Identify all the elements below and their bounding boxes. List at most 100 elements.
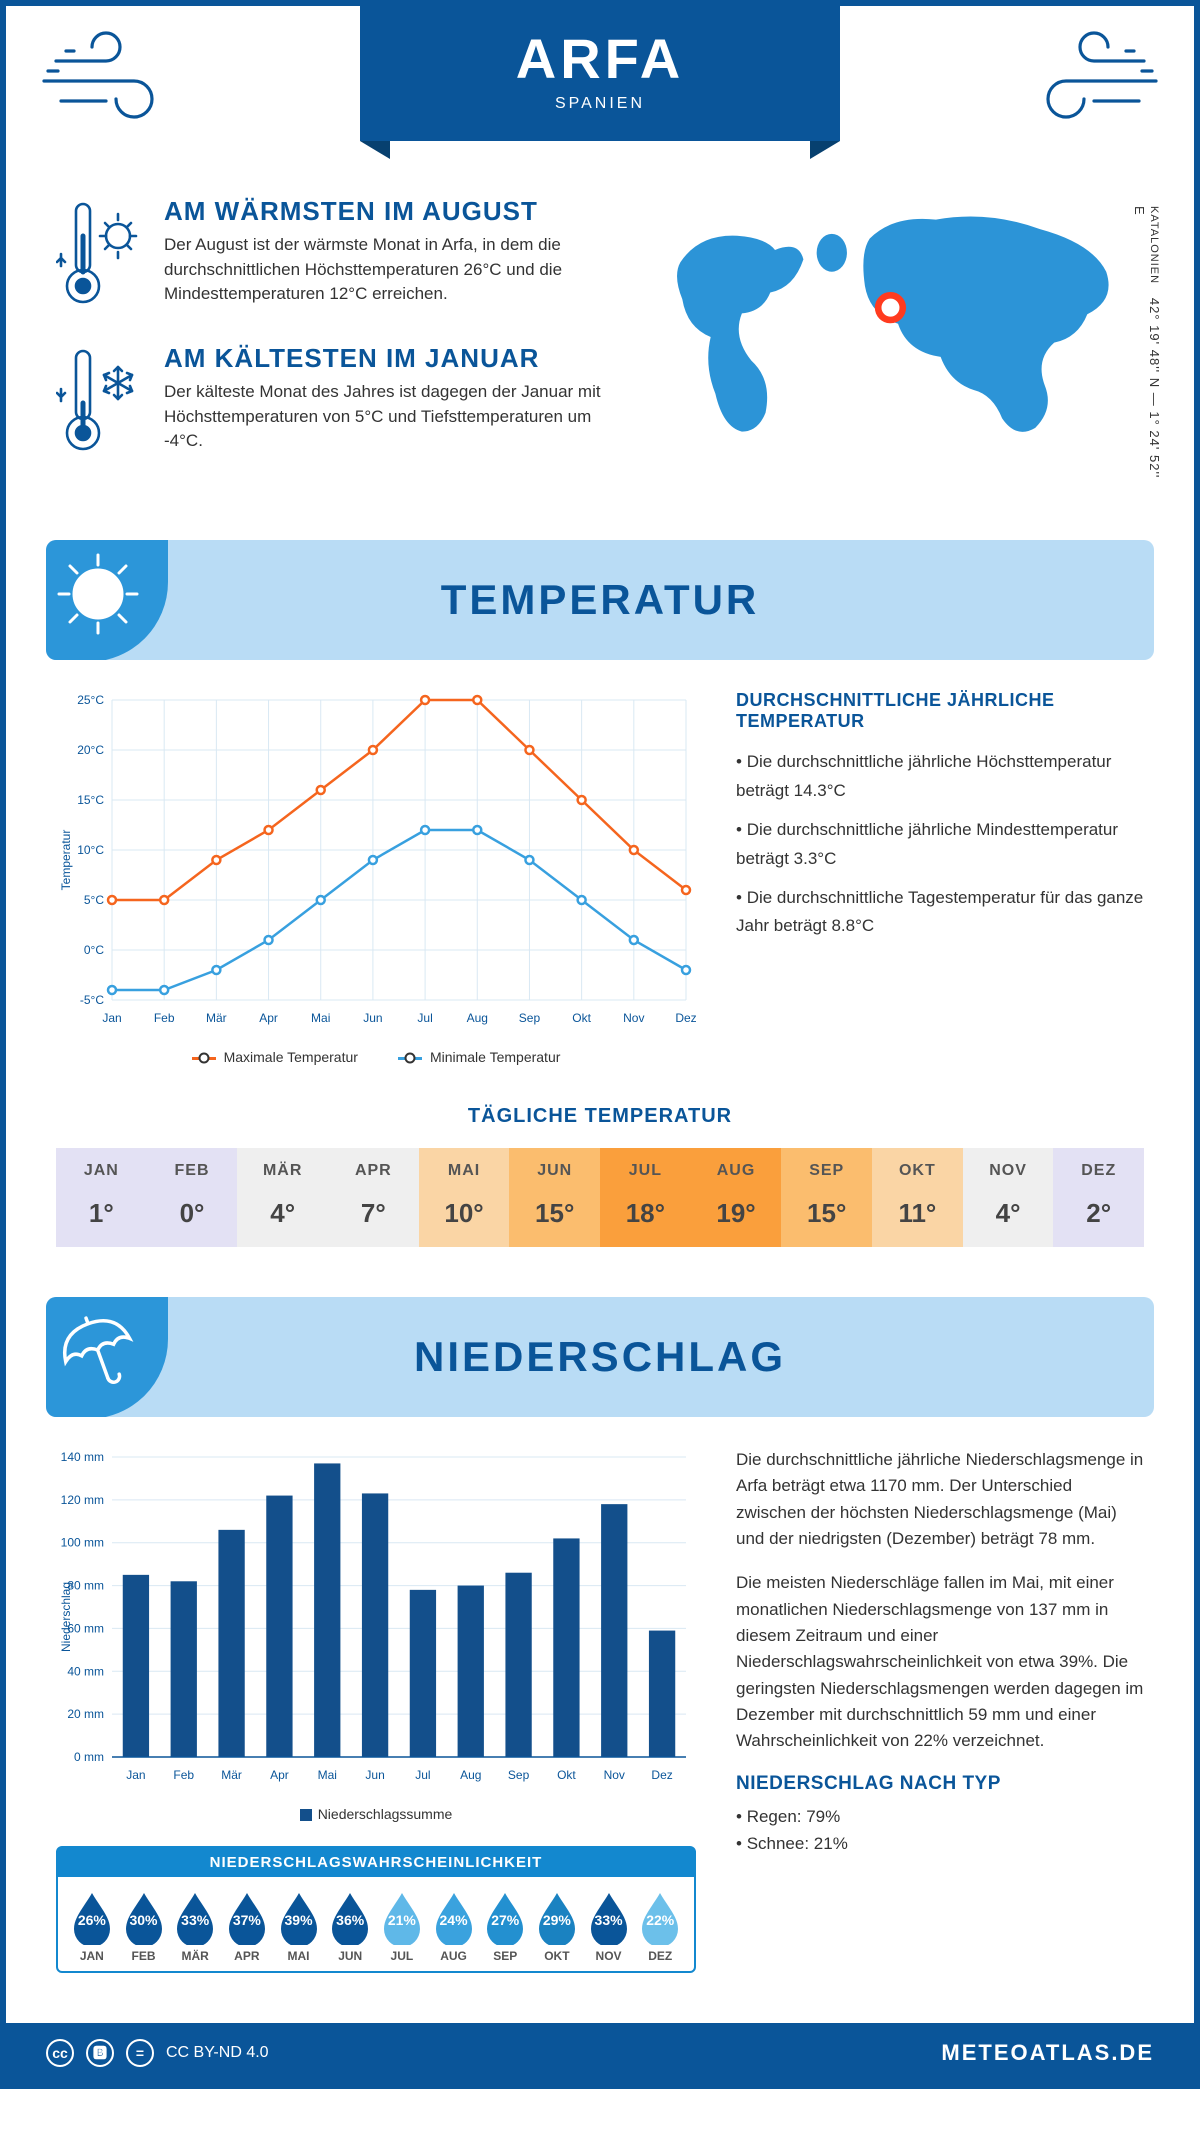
daily-cell: MAI 10° xyxy=(419,1148,510,1247)
svg-text:Feb: Feb xyxy=(173,1768,194,1782)
drop-icon: 33% xyxy=(173,1889,217,1945)
svg-text:Dez: Dez xyxy=(675,1011,696,1025)
temp-value: 10° xyxy=(419,1198,510,1229)
svg-text:Apr: Apr xyxy=(270,1768,289,1782)
daily-cell: DEZ2° xyxy=(1053,1148,1144,1247)
section-header-precip: NIEDERSCHLAG xyxy=(46,1297,1154,1417)
section-title: TEMPERATUR xyxy=(46,576,1154,624)
svg-text:Nov: Nov xyxy=(623,1011,644,1025)
facts-col: AM WÄRMSTEN IM AUGUST Der August ist der… xyxy=(56,196,622,490)
daily-cell: FEB0° xyxy=(147,1148,238,1247)
svg-text:Mär: Mär xyxy=(206,1011,227,1025)
fact-title: AM WÄRMSTEN IM AUGUST xyxy=(164,196,622,227)
svg-text:Feb: Feb xyxy=(154,1011,175,1025)
probability-cell: 22% DEZ xyxy=(634,1889,686,1963)
info-bullet: Die durchschnittliche jährliche Höchstte… xyxy=(736,748,1144,806)
thermometer-sun-icon xyxy=(56,196,146,321)
temperature-content: -5°C0°C5°C10°C15°C20°C25°CJanFebMärAprMa… xyxy=(6,660,1194,1277)
probability-cell: 30%FEB xyxy=(118,1889,170,1963)
month-label: MAI xyxy=(273,1949,325,1963)
svg-text:15°C: 15°C xyxy=(77,793,104,807)
month-label: JUN xyxy=(324,1949,376,1963)
coord-lat: 42° 19' 48'' N xyxy=(1147,298,1162,388)
footer: cc 🅱 = CC BY-ND 4.0 METEOATLAS.DE xyxy=(6,2023,1194,2083)
fact-warm: AM WÄRMSTEN IM AUGUST Der August ist der… xyxy=(56,196,622,321)
svg-text:Mai: Mai xyxy=(311,1011,330,1025)
svg-text:0 mm: 0 mm xyxy=(74,1750,104,1764)
month-label: MÄR xyxy=(237,1162,328,1180)
daily-cell: SEP15° xyxy=(781,1148,872,1247)
probability-value: 22% xyxy=(638,1912,682,1928)
month-label: SEP xyxy=(479,1949,531,1963)
legend-label: Niederschlagssumme xyxy=(318,1806,453,1822)
month-label: JAN xyxy=(66,1949,118,1963)
month-label: DEZ xyxy=(634,1949,686,1963)
map-col: KATALONIEN 42° 19' 48'' N — 1° 24' 52'' … xyxy=(652,196,1144,490)
daily-cell: JAN 1° xyxy=(56,1148,147,1247)
page: ARFA SPANIEN AM WÄRMSTEN IM AUGUST Der A… xyxy=(0,0,1200,2089)
info-bullet: Die durchschnittliche jährliche Mindestt… xyxy=(736,816,1144,874)
daily-cell: NOV4° xyxy=(963,1148,1054,1247)
precip-type-rain: Regen: 79% xyxy=(736,1803,1144,1830)
daily-cell: MÄR4° xyxy=(237,1148,328,1247)
svg-text:10°C: 10°C xyxy=(77,843,104,857)
probability-cell: 26% JAN xyxy=(66,1889,118,1963)
probability-cell: 39% MAI xyxy=(273,1889,325,1963)
svg-text:Apr: Apr xyxy=(259,1011,278,1025)
chart-legend: Niederschlagssumme xyxy=(56,1806,696,1822)
month-label: JUL xyxy=(376,1949,428,1963)
wind-icon xyxy=(36,26,186,136)
probability-value: 24% xyxy=(432,1912,476,1928)
daily-cell: JUL18° xyxy=(600,1148,691,1247)
section-title: NIEDERSCHLAG xyxy=(46,1333,1154,1381)
month-label: MÄR xyxy=(169,1949,221,1963)
svg-text:Nov: Nov xyxy=(604,1768,625,1782)
cc-icon: cc xyxy=(46,2039,74,2067)
probability-value: 29% xyxy=(535,1912,579,1928)
drop-icon: 39% xyxy=(277,1889,321,1945)
month-label: AUG xyxy=(428,1949,480,1963)
temp-value: 19° xyxy=(691,1198,782,1229)
svg-text:Jun: Jun xyxy=(363,1011,382,1025)
precip-type-title: NIEDERSCHLAG NACH TYP xyxy=(736,1773,1144,1795)
probability-value: 33% xyxy=(587,1912,631,1928)
svg-text:Sep: Sep xyxy=(508,1768,530,1782)
probability-cell: 33%NOV xyxy=(583,1889,635,1963)
temp-value: 7° xyxy=(328,1198,419,1229)
probability-cell: 37% APR xyxy=(221,1889,273,1963)
drop-icon: 29% xyxy=(535,1889,579,1945)
month-label: JUL xyxy=(600,1162,691,1180)
thermometer-snow-icon xyxy=(56,343,146,468)
svg-text:0°C: 0°C xyxy=(84,943,104,957)
svg-text:Aug: Aug xyxy=(467,1011,488,1025)
svg-text:5°C: 5°C xyxy=(84,893,104,907)
month-label: JAN xyxy=(56,1162,147,1180)
daily-title: TÄGLICHE TEMPERATUR xyxy=(56,1105,1144,1128)
svg-text:120 mm: 120 mm xyxy=(61,1493,104,1507)
drop-icon: 21% xyxy=(380,1889,424,1945)
month-label: AUG xyxy=(691,1162,782,1180)
temp-value: 1° xyxy=(56,1198,147,1229)
place-name: ARFA xyxy=(360,26,840,91)
month-label: NOV xyxy=(963,1162,1054,1180)
probability-value: 26% xyxy=(70,1912,114,1928)
site-name: METEOATLAS.DE xyxy=(941,2040,1154,2066)
fact-cold: AM KÄLTESTEN IM JANUAR Der kälteste Mona… xyxy=(56,343,622,468)
fact-text: Der August ist der wärmste Monat in Arfa… xyxy=(164,233,622,307)
probability-cell: 29%OKT xyxy=(531,1889,583,1963)
month-label: JUN xyxy=(509,1162,600,1180)
month-label: APR xyxy=(328,1162,419,1180)
month-label: MAI xyxy=(419,1162,510,1180)
drop-icon: 27% xyxy=(483,1889,527,1945)
probability-value: 37% xyxy=(225,1912,269,1928)
drop-icon: 36% xyxy=(328,1889,372,1945)
month-label: APR xyxy=(221,1949,273,1963)
svg-text:Jul: Jul xyxy=(417,1011,432,1025)
probability-value: 36% xyxy=(328,1912,372,1928)
nd-icon: = xyxy=(126,2039,154,2067)
license-text: CC BY-ND 4.0 xyxy=(166,2044,269,2062)
chart-legend: Maximale Temperatur Minimale Temperatur xyxy=(56,1049,696,1065)
precip-text: Die durchschnittliche jährliche Niedersc… xyxy=(736,1447,1144,1552)
fact-title: AM KÄLTESTEN IM JANUAR xyxy=(164,343,622,374)
region: KATALONIEN xyxy=(1148,206,1160,284)
